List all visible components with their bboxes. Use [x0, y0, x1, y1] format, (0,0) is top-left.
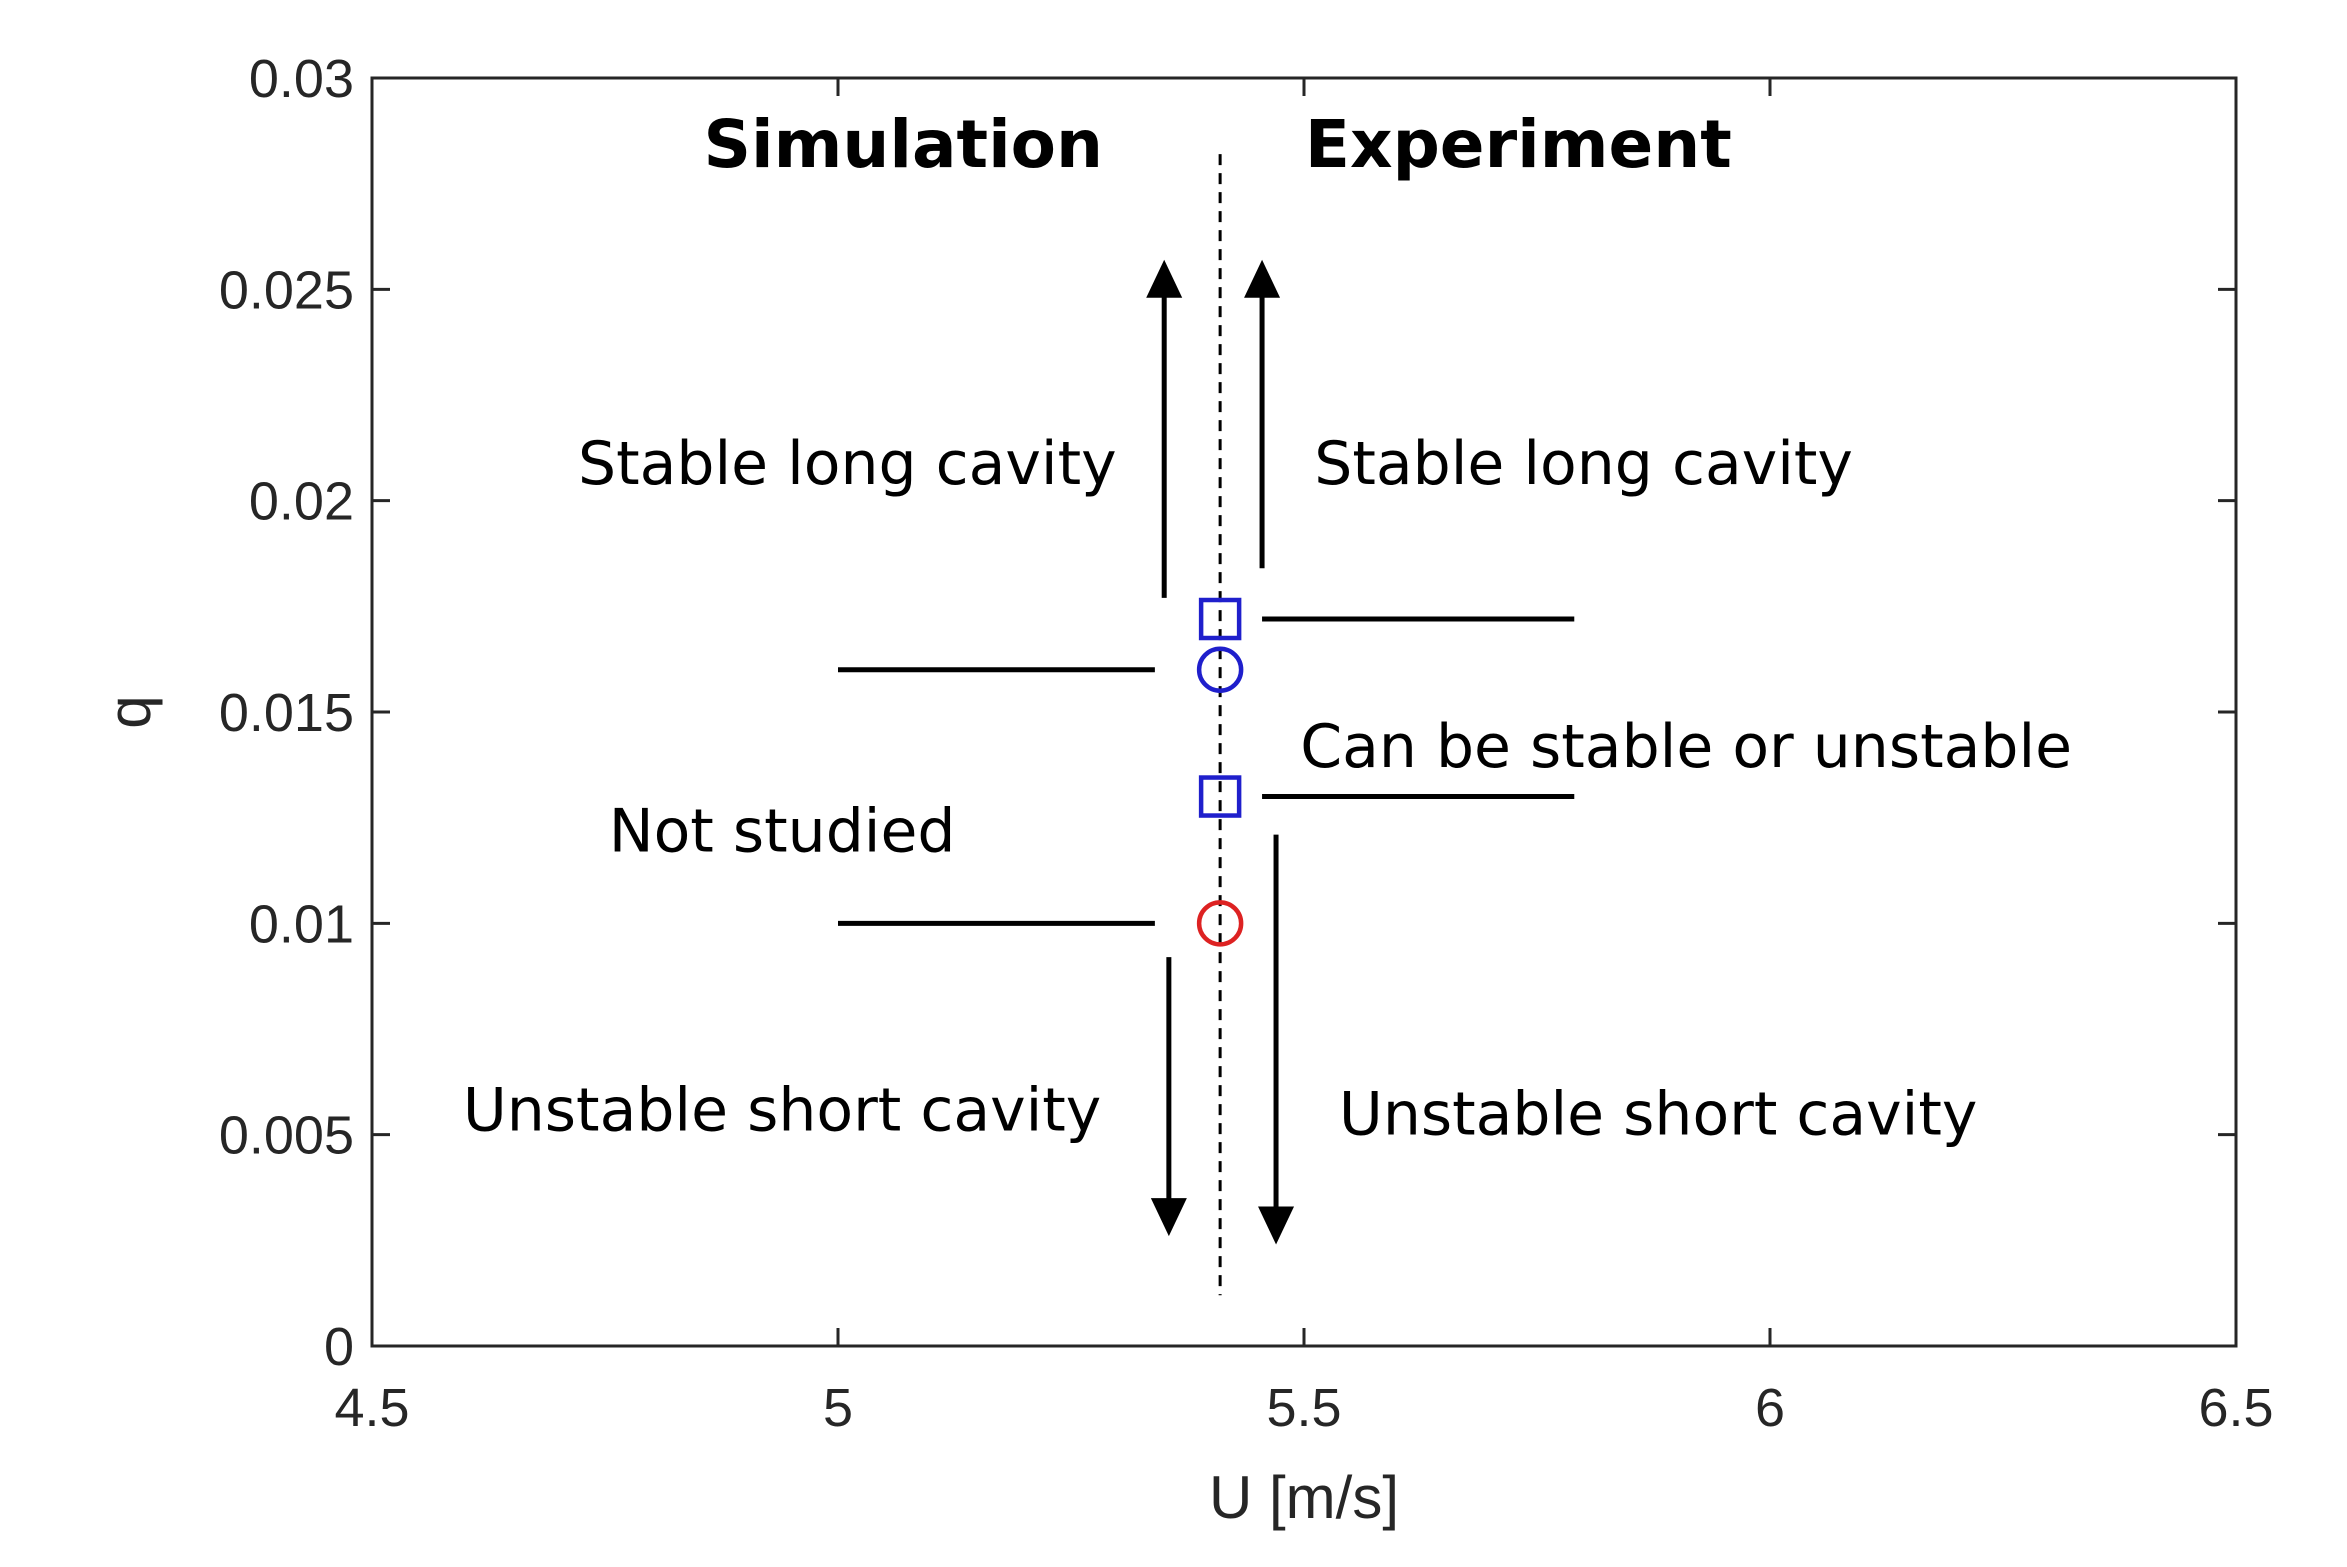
y-tick-label: 0.025	[219, 260, 354, 320]
y-tick-label: 0.01	[249, 894, 354, 954]
data-point-circle	[1196, 900, 1244, 947]
x-tick-label: 4.5	[334, 1378, 409, 1438]
arrow-head	[1258, 1206, 1295, 1245]
x-tick-label: 6	[1755, 1378, 1785, 1438]
annotation-text: Can be stable or unstable	[1300, 712, 2072, 782]
y-tick-label: 0.015	[219, 683, 354, 743]
y-axis-label: q	[96, 695, 163, 728]
annotation-text: Stable long cavity	[1314, 429, 1853, 499]
arrow-head	[1150, 1198, 1187, 1237]
arrow-head	[1244, 259, 1281, 298]
axes: 4.5 5 5.5 6 6.5 0 0.005 0.01 0.015 0.02 0.025 0.03	[219, 49, 2274, 1438]
annotation-text: Unstable short cavity	[463, 1075, 1101, 1145]
annotation-text: Not studied	[609, 796, 956, 866]
x-tick-label: 5	[823, 1378, 853, 1438]
arrow-head	[1146, 259, 1183, 298]
annotation-text: Experiment	[1305, 106, 1732, 183]
x-axis-label: U [m/s]	[1209, 1464, 1399, 1531]
data-point-square	[1198, 775, 1242, 818]
annotation-text: Stable long cavity	[578, 429, 1117, 499]
annotation-text: Unstable short cavity	[1339, 1080, 1977, 1150]
y-tick-label: 0	[324, 1317, 354, 1377]
annotations: Simulation Experiment Stable long cavity St…	[463, 106, 2072, 1150]
x-tick-label: 6.5	[2198, 1378, 2273, 1438]
data-point-square	[1198, 597, 1242, 641]
y-tick-label: 0.02	[249, 472, 354, 532]
annotation-text: Simulation	[703, 106, 1103, 183]
x-tick-label: 5.5	[1266, 1378, 1341, 1438]
plot-area	[838, 154, 1575, 1296]
y-tick-label: 0.005	[219, 1106, 354, 1166]
data-point-circle	[1196, 646, 1244, 693]
y-tick-label: 0.03	[249, 49, 354, 109]
